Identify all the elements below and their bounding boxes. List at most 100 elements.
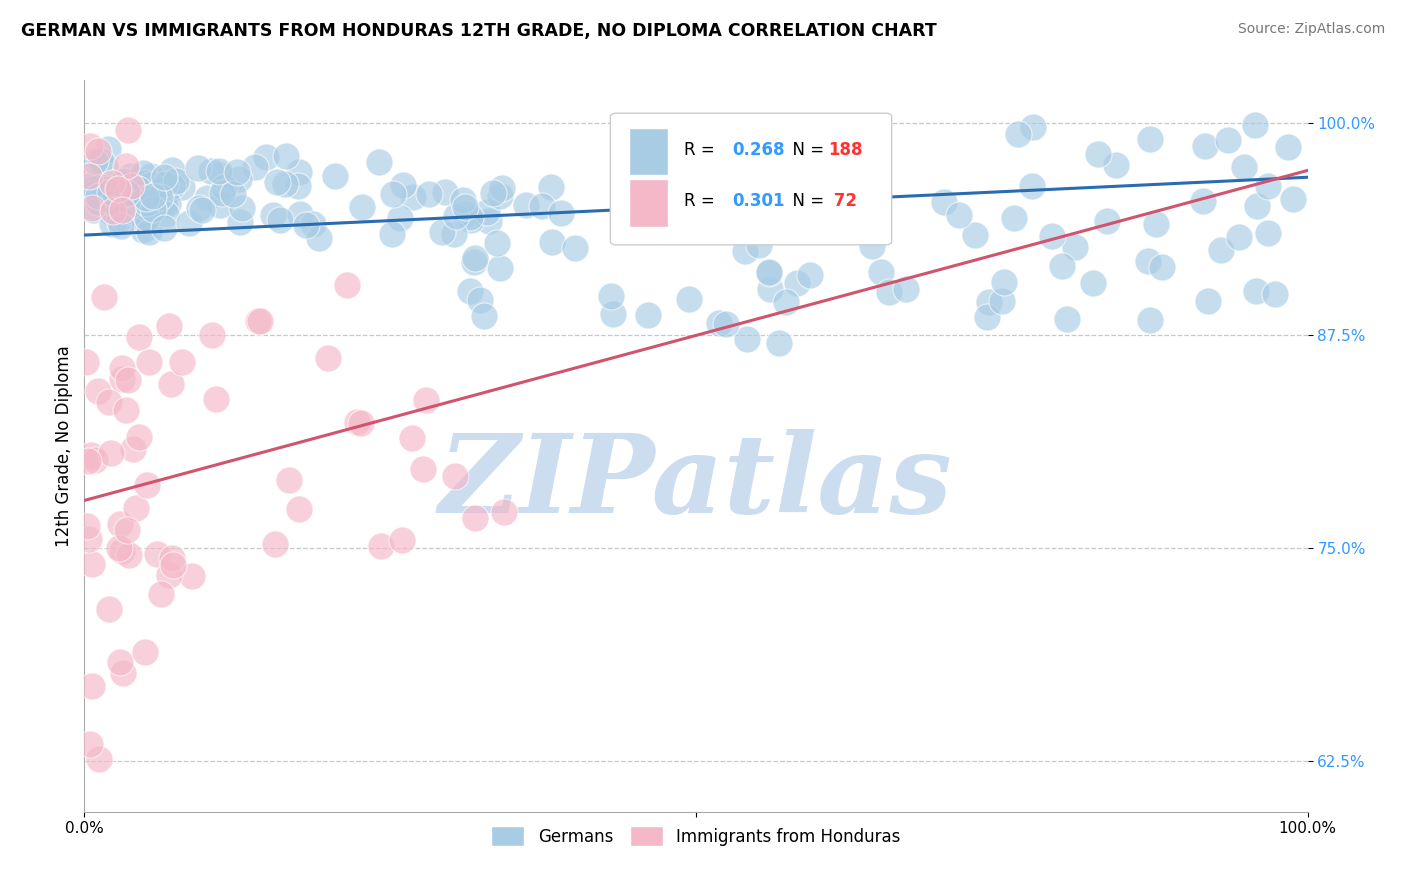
Point <box>844 186 866 200</box>
Point <box>100 205 122 219</box>
Point <box>860 239 883 253</box>
Point <box>82 186 104 201</box>
Point <box>1087 147 1109 161</box>
Point <box>125 500 148 515</box>
Point <box>87 144 110 158</box>
Point <box>458 210 481 224</box>
Point <box>464 511 486 525</box>
Point <box>316 351 339 365</box>
Point <box>138 207 160 221</box>
Point <box>87 195 110 210</box>
Point <box>515 198 537 212</box>
Point <box>138 355 160 369</box>
Y-axis label: 12th Grade, No Diploma: 12th Grade, No Diploma <box>55 345 73 547</box>
Point <box>100 446 122 460</box>
Point <box>135 200 157 214</box>
Point <box>89 181 111 195</box>
Point <box>664 156 686 170</box>
Point <box>600 289 623 303</box>
Point <box>1211 244 1233 258</box>
Point <box>841 188 863 202</box>
Point <box>1257 178 1279 193</box>
Point <box>247 314 270 328</box>
Point <box>139 169 162 184</box>
Point <box>278 473 301 487</box>
Point <box>204 392 226 406</box>
Point <box>149 190 172 204</box>
Point <box>768 336 790 351</box>
Text: R =: R = <box>683 192 720 210</box>
Point <box>1056 312 1078 326</box>
Point <box>352 200 374 214</box>
Point <box>1095 213 1118 227</box>
Point <box>115 159 138 173</box>
Point <box>101 176 124 190</box>
Point <box>1042 229 1064 244</box>
Text: Source: ZipAtlas.com: Source: ZipAtlas.com <box>1237 22 1385 37</box>
Point <box>458 284 481 298</box>
Point <box>932 194 955 209</box>
Point <box>157 318 180 333</box>
Point <box>76 519 98 533</box>
Point <box>122 442 145 457</box>
Point <box>443 227 465 241</box>
Point <box>132 213 155 227</box>
Point <box>1136 253 1159 268</box>
Point <box>254 151 277 165</box>
Point <box>716 317 738 331</box>
Point <box>155 207 177 221</box>
Point <box>1139 313 1161 327</box>
Point <box>222 186 245 201</box>
Point <box>149 587 172 601</box>
Point <box>142 202 165 216</box>
Point <box>550 206 572 220</box>
Point <box>75 355 97 369</box>
Point <box>711 166 734 180</box>
Point <box>98 602 121 616</box>
Text: GERMAN VS IMMIGRANTS FROM HONDURAS 12TH GRADE, NO DIPLOMA CORRELATION CHART: GERMAN VS IMMIGRANTS FROM HONDURAS 12TH … <box>21 22 936 40</box>
Point <box>1246 198 1268 212</box>
Point <box>243 161 266 175</box>
Point <box>132 166 155 180</box>
Point <box>128 330 150 344</box>
Point <box>759 282 782 296</box>
Point <box>433 185 456 199</box>
Point <box>1277 140 1299 154</box>
Point <box>1218 133 1240 147</box>
Point <box>208 169 231 183</box>
Point <box>1081 276 1104 290</box>
Point <box>734 244 756 258</box>
Point <box>97 182 120 196</box>
Point <box>389 211 412 225</box>
Point <box>979 294 1001 309</box>
Point <box>201 327 224 342</box>
Point <box>481 186 503 200</box>
Point <box>976 310 998 324</box>
FancyBboxPatch shape <box>628 128 668 176</box>
Point <box>489 188 512 202</box>
Point <box>478 214 501 228</box>
Point <box>122 187 145 202</box>
Point <box>451 193 474 207</box>
Point <box>1152 260 1174 274</box>
Point <box>187 161 209 176</box>
Point <box>82 203 104 218</box>
Point <box>150 183 173 197</box>
Point <box>145 195 167 210</box>
Point <box>786 276 808 290</box>
Point <box>392 178 415 193</box>
Point <box>678 293 700 307</box>
Point <box>1264 287 1286 301</box>
Point <box>131 223 153 237</box>
Point <box>208 198 231 212</box>
Point <box>541 235 564 249</box>
Point <box>107 212 129 227</box>
Text: R =: R = <box>683 141 720 159</box>
Point <box>531 199 554 213</box>
Point <box>444 209 467 223</box>
Point <box>83 452 105 467</box>
Point <box>350 417 373 431</box>
Point <box>160 550 183 565</box>
Text: 72: 72 <box>828 192 858 210</box>
Point <box>775 294 797 309</box>
